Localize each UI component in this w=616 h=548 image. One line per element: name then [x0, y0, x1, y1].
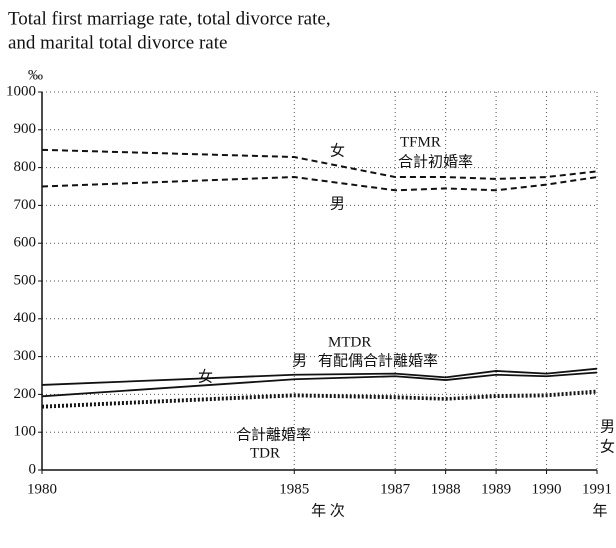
series-line [41, 391, 598, 409]
series-label: 男 [292, 353, 307, 369]
annotation: 合計離婚率 [236, 425, 311, 443]
x-tick-label: 1985 [279, 481, 309, 497]
series-label: 男 [330, 196, 345, 212]
chart-title: and marital total divorce rate [8, 32, 227, 53]
y-tick-label: 300 [14, 348, 37, 364]
annotation: TFMR [400, 134, 441, 150]
annotation: 有配偶合計離婚率 [318, 351, 438, 369]
y-tick-label: 400 [14, 310, 37, 326]
annotation: MTDR [328, 334, 371, 350]
y-tick-label: 200 [14, 386, 37, 402]
series-label: 女 [600, 437, 615, 455]
y-tick-label: 900 [14, 121, 37, 137]
y-tick-label: 100 [14, 424, 37, 440]
x-tick-label: 1980 [27, 481, 57, 497]
annotation: TDR [250, 445, 280, 461]
y-unit: ‰ [28, 67, 43, 83]
series-line [41, 148, 598, 180]
x-tick-label: 1990 [532, 481, 562, 497]
y-tick-label: 800 [14, 159, 37, 175]
y-tick-label: 700 [14, 197, 37, 213]
x-tick-label: 1989 [481, 481, 511, 497]
y-tick-label: 0 [29, 461, 37, 477]
series-label: 女 [198, 367, 213, 385]
x-tick-label: 1987 [380, 481, 411, 497]
series-line [41, 371, 598, 398]
series-line [41, 367, 598, 386]
annotation: 合計初婚率 [398, 153, 473, 170]
x-tick-label: 1988 [431, 481, 461, 497]
series-label: 女 [330, 141, 345, 159]
y-tick-label: 500 [14, 272, 37, 288]
x-axis-label: 年 次 [311, 502, 345, 519]
chart-title: Total first marriage rate, total divorce… [8, 8, 331, 29]
y-tick-label: 1000 [6, 83, 36, 99]
x-axis-label-right: 年 [592, 502, 607, 519]
x-tick-label: 1991 [582, 481, 612, 497]
y-tick-label: 600 [14, 235, 37, 251]
series-line [41, 389, 598, 407]
series-line [41, 176, 598, 192]
series-label: 男 [600, 419, 615, 435]
